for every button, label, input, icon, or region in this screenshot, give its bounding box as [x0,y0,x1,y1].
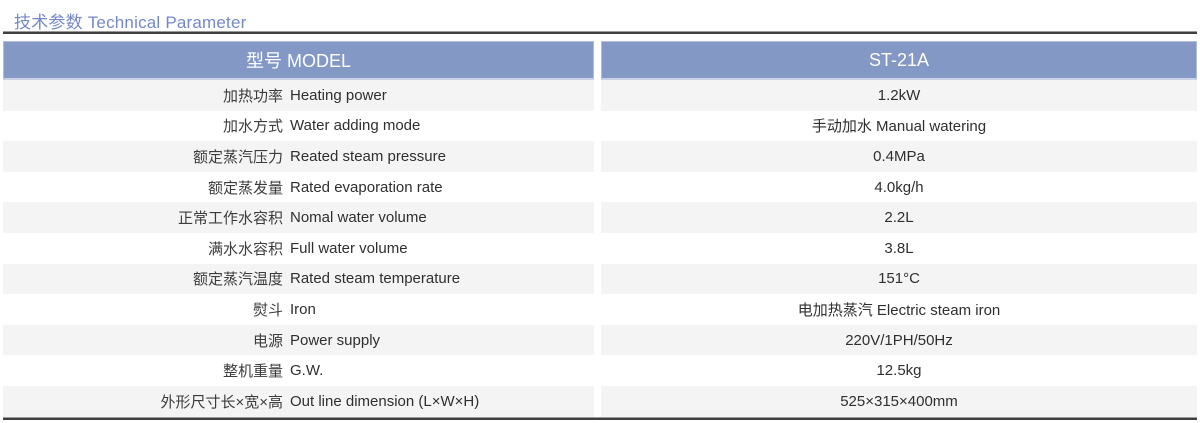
param-label-zh: 额定蒸汽温度 [192,271,283,289]
technical-parameter-table: 型号 MODEL ST-21A 加热功率 Heating power 1.2kW … [3,41,1197,417]
table-row: 满水水容积 Full water volume 3.8L [3,232,1197,264]
param-value: 12.5kg [876,362,922,380]
bottom-divider [3,416,1197,420]
column-header-value: ST-21A [601,41,1197,80]
table-header-row: 型号 MODEL ST-21A [3,41,1197,80]
param-label-en: Rated evaporation rate [290,178,443,196]
param-label-zh: 加热功率 [222,87,283,105]
table-row: 额定蒸汽温度 Rated steam temperature 151°C [3,263,1197,295]
param-label-en: Heating power [290,86,387,104]
param-label-zh: 加水方式 [222,118,283,136]
column-gap [594,294,601,325]
param-value: 4.0kg/h [874,178,924,196]
table-row: 外形尺寸长×宽×高 Out line dimension (L×W×H) 525×… [3,385,1197,417]
table-row: 熨斗 Iron 电加热蒸汽 Electric steam iron [3,294,1197,325]
param-label-zh: 额定蒸汽压力 [192,148,283,166]
column-header-model: 型号 MODEL [3,41,594,80]
table-row: 加热功率 Heating power 1.2kW [3,80,1197,111]
param-label-en: Out line dimension (L×W×H) [290,392,480,410]
column-gap [594,41,601,80]
column-gap [594,141,601,172]
param-label-en: G.W. [290,362,324,380]
param-value: 手动加水 Manual watering [811,118,987,136]
param-label-zh: 外形尺寸长×宽×高 [160,393,283,411]
param-label-en: Nomal water volume [290,209,427,227]
param-label-en: Iron [290,300,316,318]
param-value: 1.2kW [877,86,921,104]
title-bar: 技术参数 Technical Parameter [0,0,1200,32]
column-gap [594,324,601,356]
column-gap [594,202,601,233]
column-gap [594,263,601,295]
param-label-en: Water adding mode [290,117,421,135]
param-value: 151°C [878,270,920,288]
param-value: 2.2L [884,209,914,227]
table-row: 额定蒸发量 Rated evaporation rate 4.0kg/h [3,171,1197,203]
param-value: 0.4MPa [873,147,925,165]
param-label-en: Reated steam pressure [290,147,446,165]
param-label-zh: 整机重量 [222,363,283,381]
table-row: 加水方式 Water adding mode 手动加水 Manual wateri… [3,110,1197,142]
param-label-zh: 额定蒸发量 [207,179,283,197]
param-label-en: Power supply [290,331,381,349]
page-title: 技术参数 Technical Parameter [14,13,247,32]
column-gap [594,80,601,111]
param-value: 525×315×400mm [840,392,958,410]
column-gap [594,385,601,417]
table-row: 电源 Power supply 220V/1PH/50Hz [3,324,1197,356]
table-row: 正常工作水容积 Nomal water volume 2.2L [3,202,1197,233]
param-label-zh: 正常工作水容积 [177,210,283,228]
column-gap [594,110,601,142]
param-label-en: Rated steam temperature [290,270,461,288]
param-value: 电加热蒸汽 Electric steam iron [797,301,1001,319]
param-label-zh: 满水水容积 [207,240,283,258]
top-divider [3,31,1197,34]
table-row: 额定蒸汽压力 Reated steam pressure 0.4MPa [3,141,1197,172]
param-label-zh: 电源 [252,332,283,350]
param-label-en: Full water volume [290,239,408,257]
param-label-zh: 熨斗 [252,301,283,319]
table-row: 整机重量 G.W. 12.5kg [3,355,1197,386]
column-gap [594,355,601,386]
param-value: 3.8L [884,239,914,257]
column-gap [594,171,601,203]
param-value: 220V/1PH/50Hz [845,331,953,349]
column-gap [594,232,601,264]
